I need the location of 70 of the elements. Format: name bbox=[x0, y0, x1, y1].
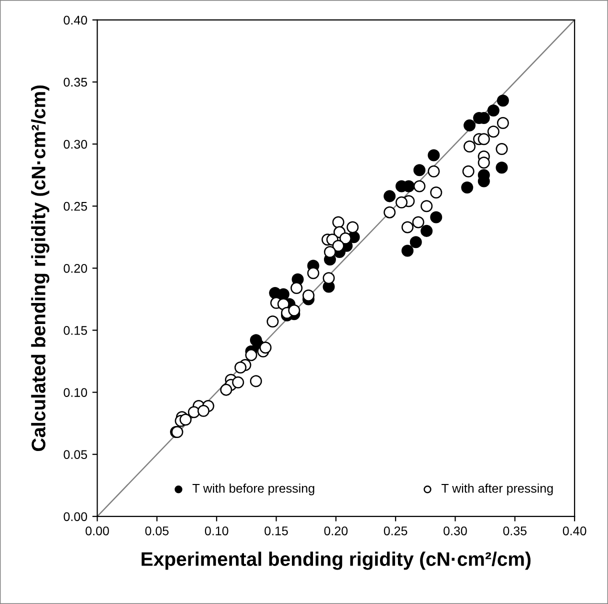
point bbox=[384, 190, 396, 202]
point bbox=[428, 165, 440, 178]
point bbox=[234, 361, 246, 374]
x-tick-label: 0.35 bbox=[503, 526, 527, 536]
point bbox=[430, 186, 442, 198]
y-axis-title: Calculated bending rigidity (cN·cm²/cm) bbox=[31, 85, 50, 452]
point bbox=[346, 221, 359, 234]
point bbox=[302, 289, 314, 302]
point bbox=[245, 349, 258, 362]
x-tick-label: 0.40 bbox=[562, 526, 586, 536]
point bbox=[332, 240, 344, 252]
point bbox=[428, 149, 440, 162]
point bbox=[339, 232, 352, 244]
point bbox=[410, 236, 422, 248]
point bbox=[420, 200, 433, 212]
point bbox=[324, 246, 336, 258]
y-tick-label: 0.00 bbox=[64, 512, 88, 522]
point bbox=[384, 206, 396, 218]
point bbox=[290, 282, 303, 294]
point bbox=[496, 162, 508, 174]
x-tick-label: 0.05 bbox=[145, 526, 169, 536]
point bbox=[413, 164, 426, 176]
point bbox=[430, 211, 442, 224]
x-tick-label: 0.25 bbox=[384, 526, 408, 536]
point bbox=[402, 244, 414, 257]
y-tick-label: 0.40 bbox=[64, 16, 88, 25]
point bbox=[487, 104, 500, 117]
point bbox=[496, 94, 509, 107]
legend-label: T with before pressing bbox=[192, 484, 314, 496]
y-tick-label: 0.05 bbox=[64, 450, 88, 460]
y-tick-label: 0.10 bbox=[64, 388, 88, 397]
y-tick-label: 0.25 bbox=[64, 202, 88, 211]
y-tick-label: 0.20 bbox=[64, 264, 88, 273]
point bbox=[266, 316, 279, 328]
point bbox=[288, 304, 300, 316]
point bbox=[332, 216, 344, 228]
point bbox=[496, 143, 508, 156]
point bbox=[180, 414, 192, 426]
legend-label: T with after pressing bbox=[442, 484, 553, 496]
point bbox=[220, 384, 232, 396]
point bbox=[478, 156, 490, 169]
y-tick-label: 0.30 bbox=[64, 140, 88, 149]
point bbox=[277, 298, 290, 310]
point bbox=[462, 165, 474, 178]
x-axis-title: Experimental bending rigidity (cN·cm²/cm) bbox=[142, 552, 531, 570]
x-tick-label: 0.00 bbox=[86, 526, 109, 536]
point bbox=[260, 342, 272, 354]
point bbox=[197, 404, 210, 417]
point bbox=[307, 267, 320, 280]
point bbox=[396, 196, 408, 208]
point bbox=[464, 119, 476, 132]
point bbox=[464, 140, 476, 153]
y-tick-label: 0.35 bbox=[64, 78, 88, 87]
x-tick-label: 0.15 bbox=[264, 526, 288, 536]
point bbox=[478, 133, 490, 146]
x-tick-label: 0.20 bbox=[324, 526, 348, 536]
point bbox=[461, 181, 474, 194]
point bbox=[413, 180, 426, 192]
point bbox=[402, 221, 414, 234]
x-tick-label: 0.30 bbox=[444, 526, 467, 536]
point bbox=[322, 272, 335, 284]
point bbox=[496, 116, 509, 129]
point bbox=[250, 375, 262, 388]
point bbox=[412, 216, 424, 228]
point bbox=[250, 334, 262, 346]
y-tick-label: 0.15 bbox=[64, 326, 88, 335]
point bbox=[232, 376, 244, 388]
x-tick-label: 0.10 bbox=[204, 526, 228, 536]
point bbox=[420, 224, 433, 237]
point bbox=[487, 126, 500, 138]
